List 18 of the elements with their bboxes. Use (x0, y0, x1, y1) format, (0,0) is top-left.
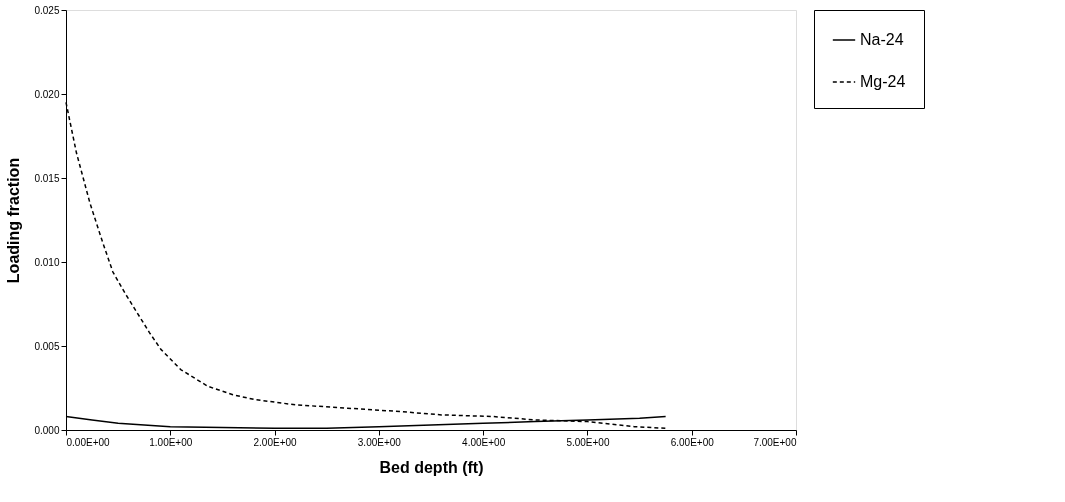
y-tick-label: 0.000 (34, 424, 60, 436)
x-tick-label: 6.00E+00 (670, 436, 715, 448)
x-tick-label: 3.00E+00 (357, 436, 402, 448)
y-tick-label: 0.025 (34, 4, 60, 16)
x-tick-label: 4.00E+00 (462, 436, 506, 448)
legend-label: Na-24 (860, 31, 904, 48)
x-tick-label: 5.00E+00 (566, 436, 610, 448)
x-tick-label: 7.00E+00 (753, 436, 797, 448)
y-tick-label: 0.005 (34, 340, 60, 352)
legend-label: Mg-24 (860, 73, 906, 90)
y-tick-label: 0.010 (34, 256, 60, 268)
y-tick-label: 0.015 (34, 172, 60, 184)
y-axis-title: Loading fraction (5, 157, 23, 284)
y-tick-label: 0.020 (34, 88, 60, 100)
x-tick-label: 1.00E+00 (149, 436, 193, 448)
x-tick-label: 0.00E+00 (66, 436, 111, 448)
x-axis-title: Bed depth (ft) (379, 458, 484, 476)
x-tick-label: 2.00E+00 (253, 436, 298, 448)
